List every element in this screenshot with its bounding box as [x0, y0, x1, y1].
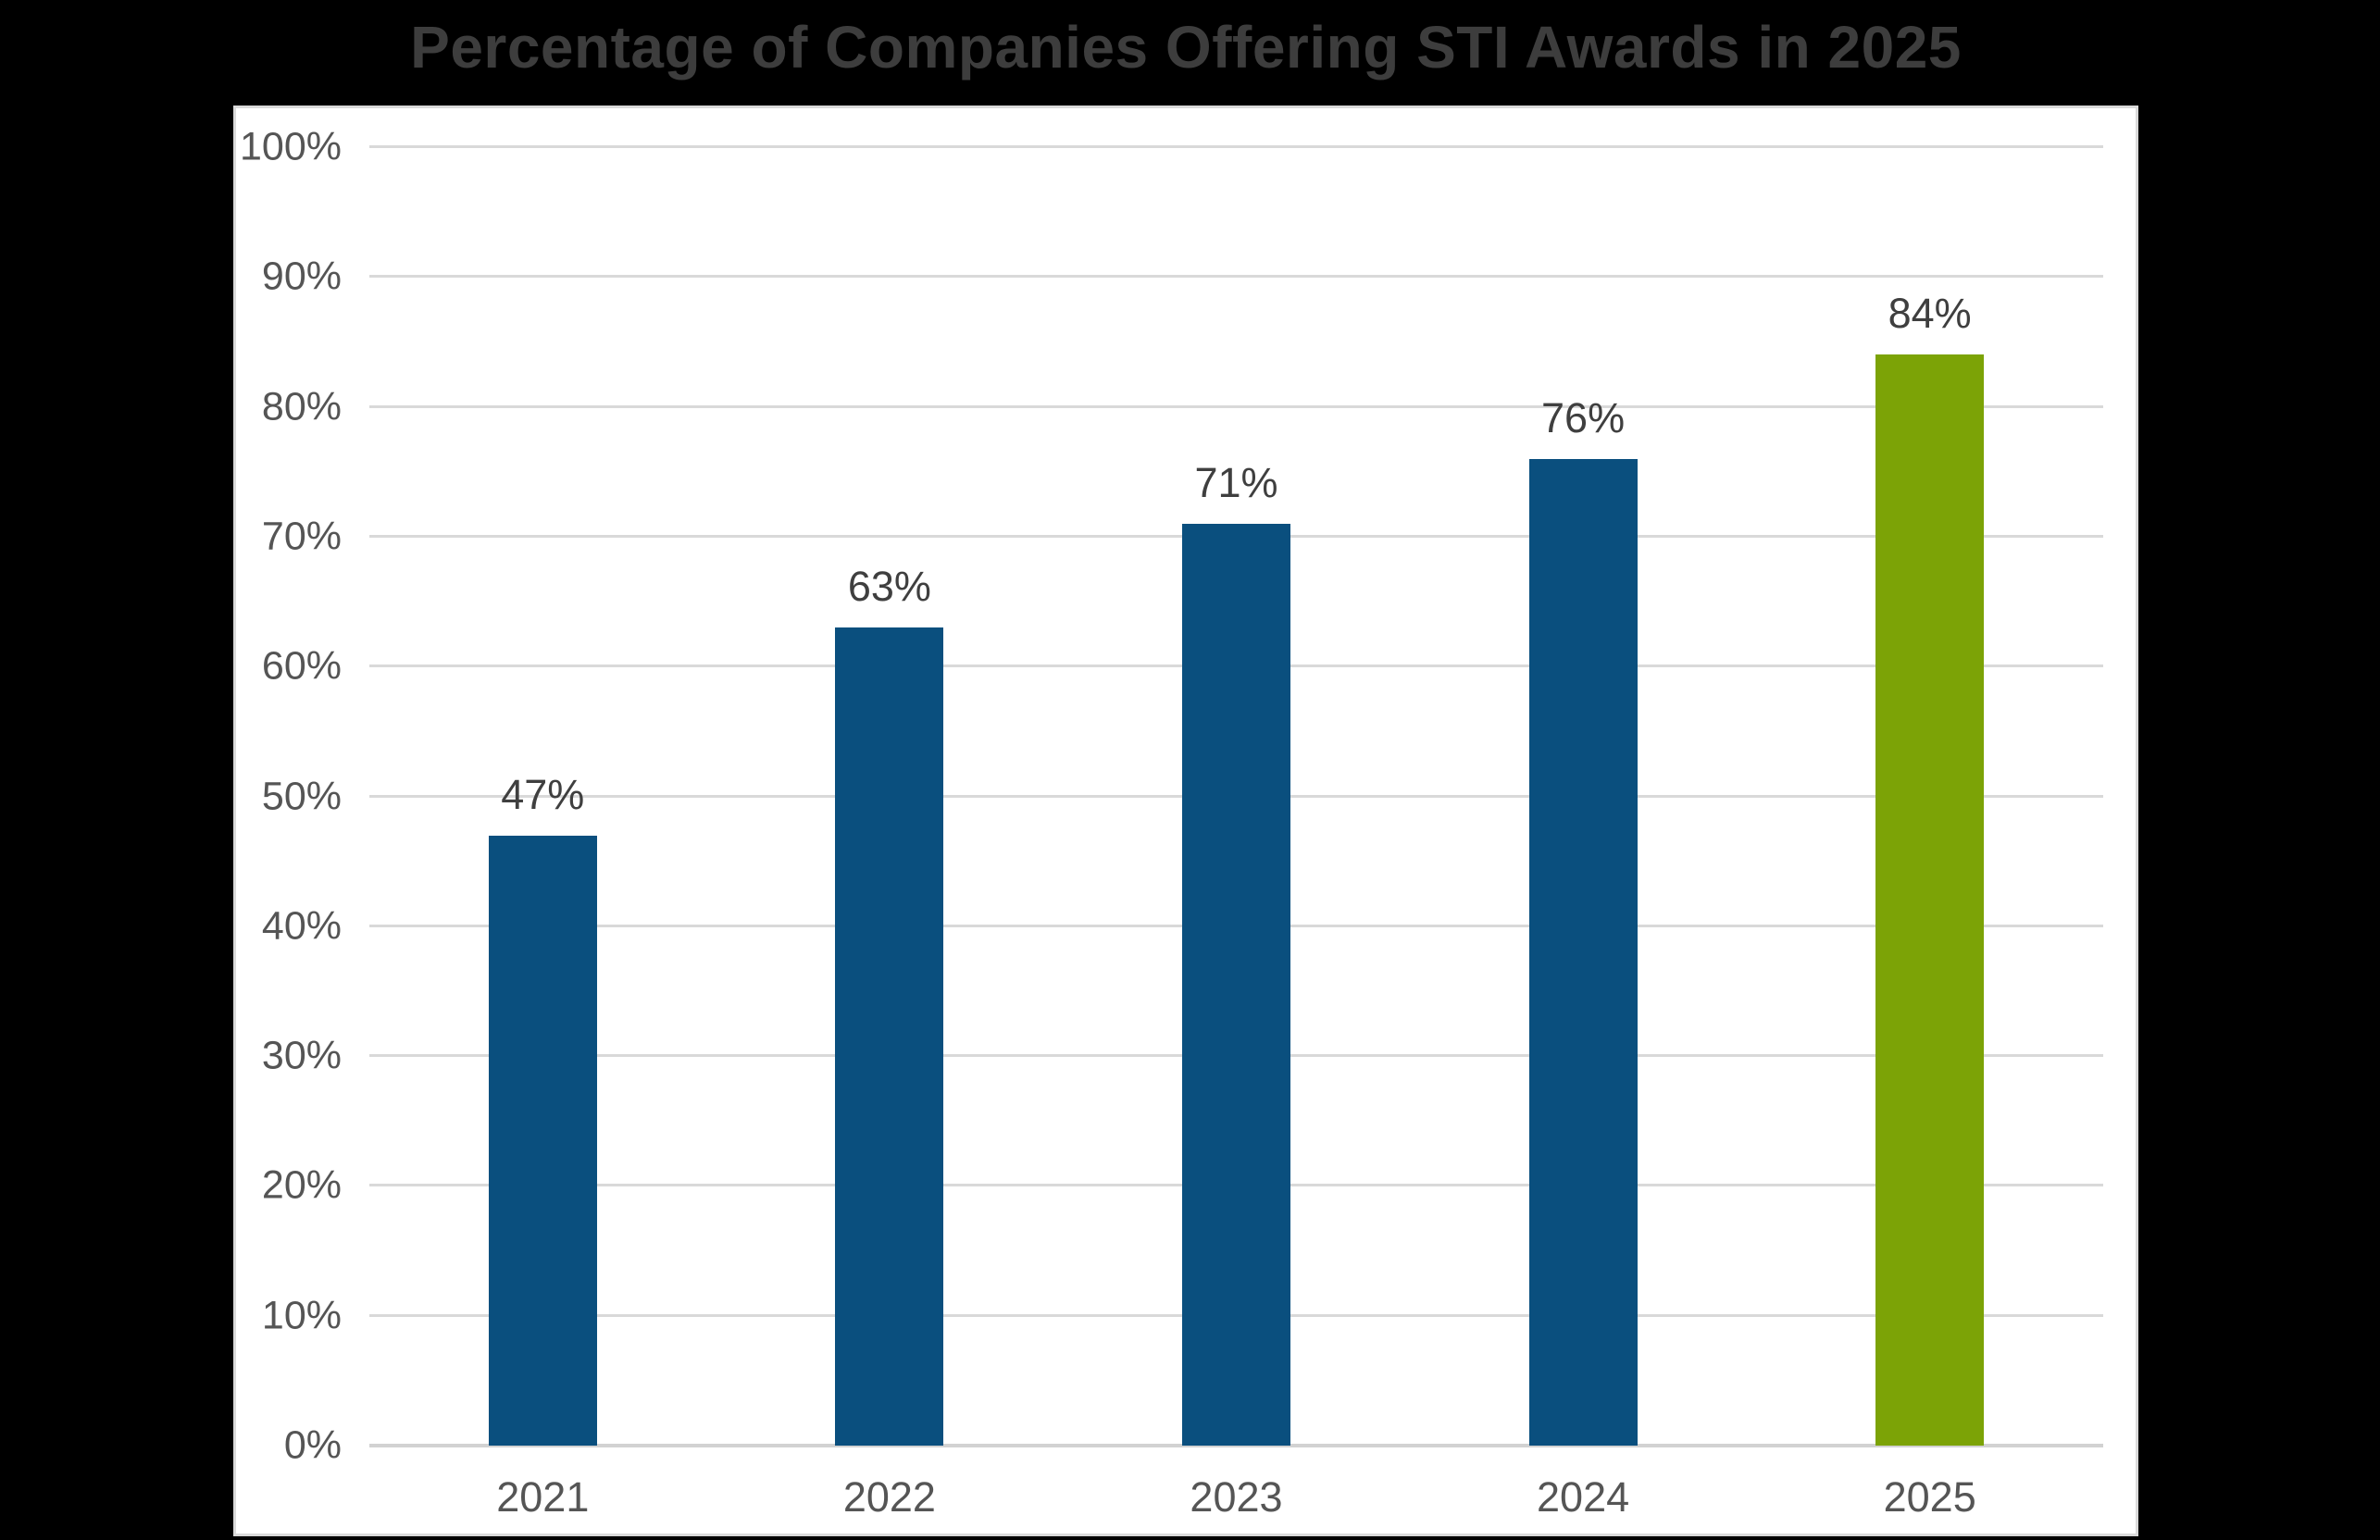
gridline-80%: [369, 404, 2103, 408]
bar-slot-2025: 84%: [1756, 147, 2103, 1446]
chart-title: Percentage of Companies Offering STI Awa…: [410, 14, 1962, 81]
x-tick-label-2021: 2021: [496, 1473, 590, 1521]
bar-slot-2022: 63%: [716, 147, 1064, 1446]
y-tick-label-70%: 70%: [261, 514, 342, 559]
bar-slot-2021: 47%: [369, 147, 716, 1446]
bar-2021: [488, 835, 597, 1446]
bar-2023: [1181, 523, 1290, 1446]
x-tick-label-2024: 2024: [1537, 1473, 1630, 1521]
chart-panel: 0% 10% 20% 30% 40% 50% 60% 70% 80% 90% 100% 47% 63%…: [233, 106, 2138, 1536]
y-tick-label-20%: 20%: [261, 1162, 342, 1208]
x-axis: 2021 2022 2023 2024 2025: [369, 1476, 2103, 1518]
bar-value-label-2022: 63%: [847, 563, 931, 611]
bar-2022: [835, 627, 944, 1446]
bar-value-label-2024: 76%: [1541, 393, 1626, 441]
y-tick-label-60%: 60%: [261, 643, 342, 689]
y-tick-label-10%: 10%: [261, 1293, 342, 1338]
gridline-90%: [369, 275, 2103, 279]
y-tick-label-30%: 30%: [261, 1033, 342, 1078]
x-tick-label-2023: 2023: [1190, 1473, 1283, 1521]
y-tick-label-90%: 90%: [261, 254, 342, 299]
bars-layer: 47% 63% 71% 76% 84%: [369, 147, 2103, 1446]
y-tick-label-80%: 80%: [261, 384, 342, 429]
x-tick-label-2025: 2025: [1883, 1473, 1976, 1521]
y-tick-label-50%: 50%: [261, 774, 342, 818]
bar-2025: [1875, 354, 1985, 1446]
bar-value-label-2021: 47%: [501, 770, 585, 818]
gridline-100%: [369, 145, 2103, 148]
bar-slot-2023: 71%: [1063, 147, 1410, 1446]
y-tick-label-0%: 0%: [283, 1422, 342, 1468]
y-tick-label-40%: 40%: [261, 903, 342, 949]
bar-slot-2024: 76%: [1410, 147, 1757, 1446]
y-tick-label-100%: 100%: [240, 124, 342, 169]
gridline-0%: [369, 1444, 2103, 1447]
x-tick-label-2022: 2022: [842, 1473, 936, 1521]
bar-value-label-2025: 84%: [1888, 290, 1972, 338]
plot-area: 0% 10% 20% 30% 40% 50% 60% 70% 80% 90% 100% 47% 63%…: [240, 127, 2103, 1465]
bar-value-label-2023: 71%: [1194, 458, 1278, 506]
bar-2024: [1528, 458, 1638, 1446]
